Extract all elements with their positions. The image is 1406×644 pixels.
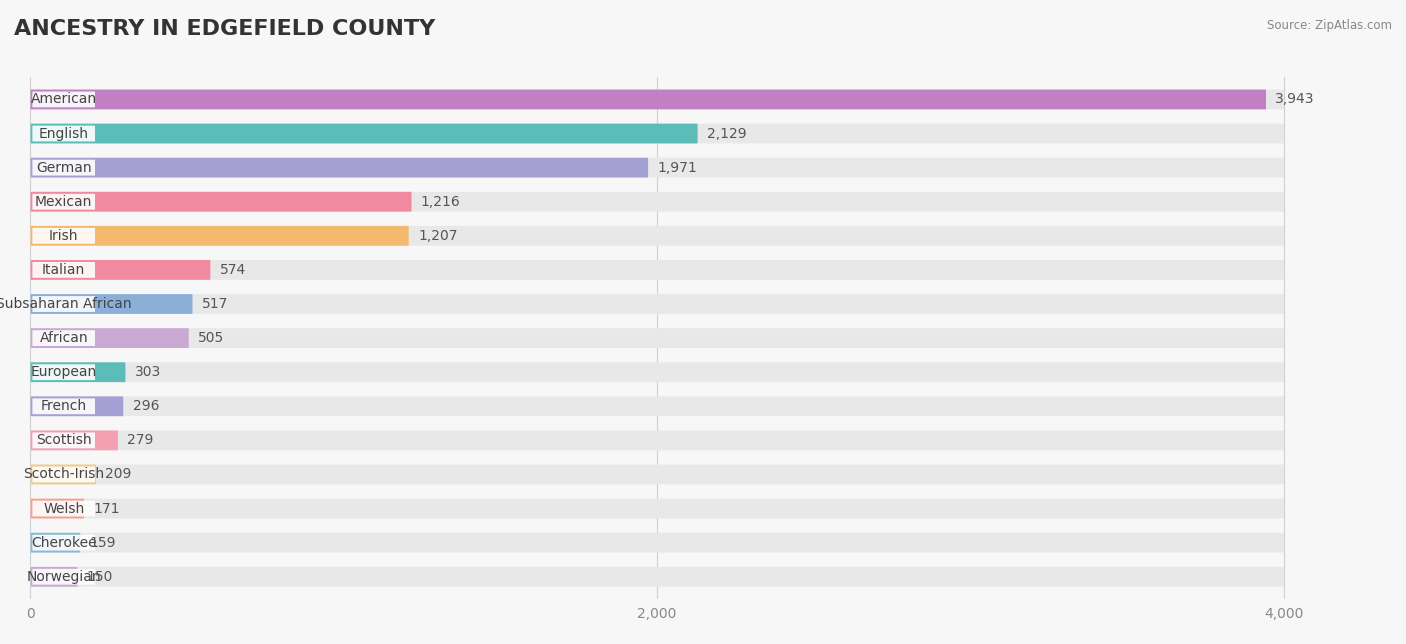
FancyBboxPatch shape — [32, 399, 96, 414]
FancyBboxPatch shape — [31, 158, 1284, 178]
FancyBboxPatch shape — [32, 126, 96, 142]
FancyBboxPatch shape — [32, 194, 96, 210]
Text: 209: 209 — [105, 468, 132, 482]
FancyBboxPatch shape — [31, 464, 96, 484]
Text: Norwegian: Norwegian — [27, 570, 101, 583]
Text: 505: 505 — [198, 331, 225, 345]
Text: 2,129: 2,129 — [707, 126, 747, 140]
Text: 150: 150 — [87, 570, 114, 583]
Text: American: American — [31, 93, 97, 106]
FancyBboxPatch shape — [31, 498, 84, 518]
FancyBboxPatch shape — [32, 569, 96, 585]
Text: ANCESTRY IN EDGEFIELD COUNTY: ANCESTRY IN EDGEFIELD COUNTY — [14, 19, 436, 39]
FancyBboxPatch shape — [31, 533, 1284, 553]
FancyBboxPatch shape — [31, 397, 124, 416]
FancyBboxPatch shape — [31, 328, 188, 348]
Text: 3,943: 3,943 — [1275, 93, 1315, 106]
FancyBboxPatch shape — [31, 260, 1284, 279]
FancyBboxPatch shape — [31, 430, 1284, 450]
Text: Scotch-Irish: Scotch-Irish — [22, 468, 104, 482]
Text: 1,207: 1,207 — [418, 229, 457, 243]
Text: 303: 303 — [135, 365, 162, 379]
Text: 296: 296 — [132, 399, 159, 413]
Text: Subsaharan African: Subsaharan African — [0, 297, 132, 311]
Text: 159: 159 — [90, 536, 117, 550]
FancyBboxPatch shape — [31, 294, 193, 314]
FancyBboxPatch shape — [31, 498, 1284, 518]
Text: 279: 279 — [128, 433, 153, 448]
Text: African: African — [39, 331, 89, 345]
Text: German: German — [37, 160, 91, 175]
FancyBboxPatch shape — [31, 124, 697, 144]
Text: 1,971: 1,971 — [658, 160, 697, 175]
FancyBboxPatch shape — [31, 192, 1284, 212]
Text: 574: 574 — [219, 263, 246, 277]
FancyBboxPatch shape — [31, 567, 1284, 587]
Text: European: European — [31, 365, 97, 379]
Text: 171: 171 — [93, 502, 120, 516]
Text: Irish: Irish — [49, 229, 79, 243]
FancyBboxPatch shape — [31, 192, 412, 212]
FancyBboxPatch shape — [31, 363, 125, 382]
FancyBboxPatch shape — [32, 365, 96, 380]
FancyBboxPatch shape — [32, 330, 96, 346]
FancyBboxPatch shape — [32, 296, 96, 312]
Text: Mexican: Mexican — [35, 194, 93, 209]
FancyBboxPatch shape — [31, 226, 1284, 246]
FancyBboxPatch shape — [31, 90, 1284, 109]
Text: Cherokee: Cherokee — [31, 536, 97, 550]
FancyBboxPatch shape — [31, 90, 1265, 109]
FancyBboxPatch shape — [32, 500, 96, 516]
Text: French: French — [41, 399, 87, 413]
FancyBboxPatch shape — [32, 91, 96, 108]
Text: 517: 517 — [202, 297, 228, 311]
FancyBboxPatch shape — [31, 363, 1284, 382]
Text: Welsh: Welsh — [44, 502, 84, 516]
Text: Source: ZipAtlas.com: Source: ZipAtlas.com — [1267, 19, 1392, 32]
FancyBboxPatch shape — [31, 464, 1284, 484]
FancyBboxPatch shape — [31, 567, 77, 587]
Text: Scottish: Scottish — [37, 433, 91, 448]
Text: Italian: Italian — [42, 263, 86, 277]
FancyBboxPatch shape — [31, 294, 1284, 314]
FancyBboxPatch shape — [32, 466, 96, 482]
FancyBboxPatch shape — [31, 226, 409, 246]
FancyBboxPatch shape — [32, 262, 96, 278]
Text: 1,216: 1,216 — [420, 194, 461, 209]
FancyBboxPatch shape — [32, 433, 96, 448]
FancyBboxPatch shape — [32, 228, 96, 243]
FancyBboxPatch shape — [31, 328, 1284, 348]
FancyBboxPatch shape — [31, 397, 1284, 416]
Text: English: English — [39, 126, 89, 140]
FancyBboxPatch shape — [31, 158, 648, 178]
FancyBboxPatch shape — [31, 430, 118, 450]
FancyBboxPatch shape — [31, 260, 211, 279]
FancyBboxPatch shape — [32, 160, 96, 176]
FancyBboxPatch shape — [32, 535, 96, 551]
FancyBboxPatch shape — [31, 533, 80, 553]
FancyBboxPatch shape — [31, 124, 1284, 144]
